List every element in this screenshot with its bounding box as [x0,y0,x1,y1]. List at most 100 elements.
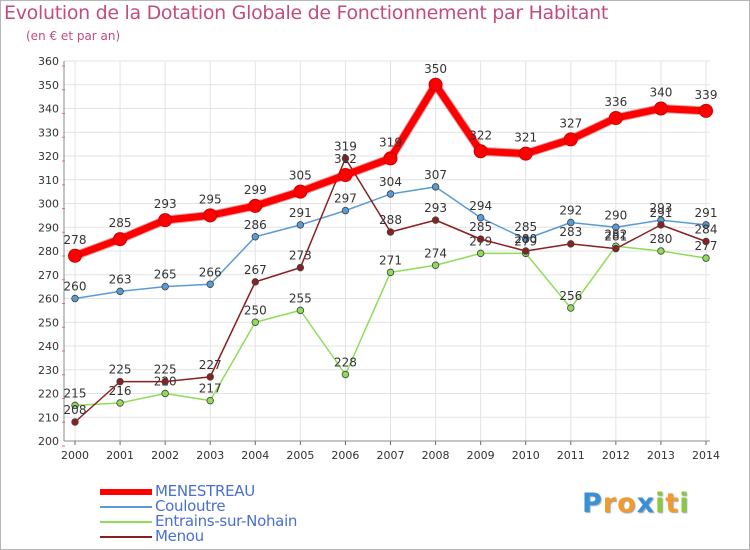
data-point [702,237,710,246]
data-point [608,111,623,125]
data-point [567,240,575,248]
y-tick-label: 330 [38,126,59,139]
data-label: 299 [244,183,267,197]
data-label: 265 [154,268,177,282]
data-point [428,77,443,92]
x-tick-label: 2001 [106,449,134,462]
legend-swatch [100,521,152,523]
data-point [161,389,169,398]
data-point [383,151,398,166]
data-point [522,235,530,243]
legend-label: Menou [155,527,204,545]
x-tick-label: 2014 [692,449,720,462]
y-tick-label: 220 [38,388,59,401]
y-tick-label: 260 [38,293,59,306]
data-point [657,221,665,229]
data-point [113,232,128,247]
data-label: 327 [559,116,582,130]
data-label: 260 [64,280,87,294]
logo-letter: i [655,488,666,519]
y-tick-label: 250 [38,316,59,329]
data-label: 263 [109,272,132,286]
y-tick-label: 340 [38,103,59,116]
data-label: 281 [604,230,627,244]
data-point [702,221,710,229]
x-tick-label: 2004 [241,449,269,462]
legend-swatch [100,489,152,495]
y-tick-label: 300 [38,198,59,211]
x-tick-label: 2000 [61,449,89,462]
logo-letter: o [617,488,637,519]
data-label: 339 [695,88,718,102]
data-point [296,221,305,229]
data-label: 256 [559,289,582,303]
data-label: 225 [109,363,132,377]
data-point [341,370,350,379]
x-tick-label: 2002 [151,449,179,462]
y-tick-label: 240 [38,340,59,353]
data-point [518,146,533,161]
data-label: 274 [424,246,447,260]
data-point [386,190,395,198]
data-label: 208 [64,403,87,417]
data-label: 278 [64,233,87,247]
data-point [203,208,218,223]
data-label: 227 [199,358,222,372]
data-point [431,216,440,224]
y-tick-label: 200 [38,435,59,448]
data-point [476,249,485,258]
data-point [567,304,575,312]
legend-swatch [100,506,152,508]
data-point [653,101,668,116]
y-tick-label: 210 [38,411,59,424]
data-label: 321 [514,131,537,145]
data-point [386,268,395,277]
data-point [702,254,710,262]
y-tick-label: 290 [38,221,59,234]
data-label: 273 [289,249,312,263]
logo-letter: x [636,488,656,519]
data-point [158,213,173,228]
data-label: 307 [424,168,447,182]
x-tick-label: 2005 [286,449,314,462]
data-label: 283 [559,225,582,239]
x-tick-label: 2011 [557,449,585,462]
data-point [473,144,488,159]
data-label: 291 [695,206,718,220]
data-point [71,401,79,410]
data-point [116,287,124,296]
data-label: 284 [695,223,718,237]
data-label: 277 [695,239,718,253]
data-point [431,261,440,269]
data-label: 319 [379,135,402,149]
data-point [71,294,79,303]
logo-letter: t [665,488,680,519]
data-point [476,214,485,222]
y-tick-label: 310 [38,174,59,187]
data-point [116,377,124,386]
x-tick-label: 2006 [331,449,359,462]
data-point [68,248,82,263]
data-label: 280 [514,232,537,246]
data-point [699,103,713,118]
legend-label: Entrains-sur-Nohain [155,512,298,530]
x-tick-label: 2013 [647,449,675,462]
data-point [522,247,530,255]
data-label: 295 [199,192,222,206]
data-label: 294 [469,199,492,213]
data-point [293,184,308,199]
data-label: 288 [379,213,402,227]
data-label: 228 [334,356,357,370]
data-point [296,263,305,272]
x-tick-label: 2010 [512,449,540,462]
data-label: 271 [379,253,402,267]
data-label: 285 [469,220,492,234]
data-point [71,418,79,426]
data-label: 322 [469,128,492,142]
data-point [248,198,263,213]
chart-title: Evolution de la Dotation Globale de Fonc… [4,2,609,24]
data-point [567,218,575,227]
data-point [612,244,620,253]
data-label: 291 [289,206,312,220]
